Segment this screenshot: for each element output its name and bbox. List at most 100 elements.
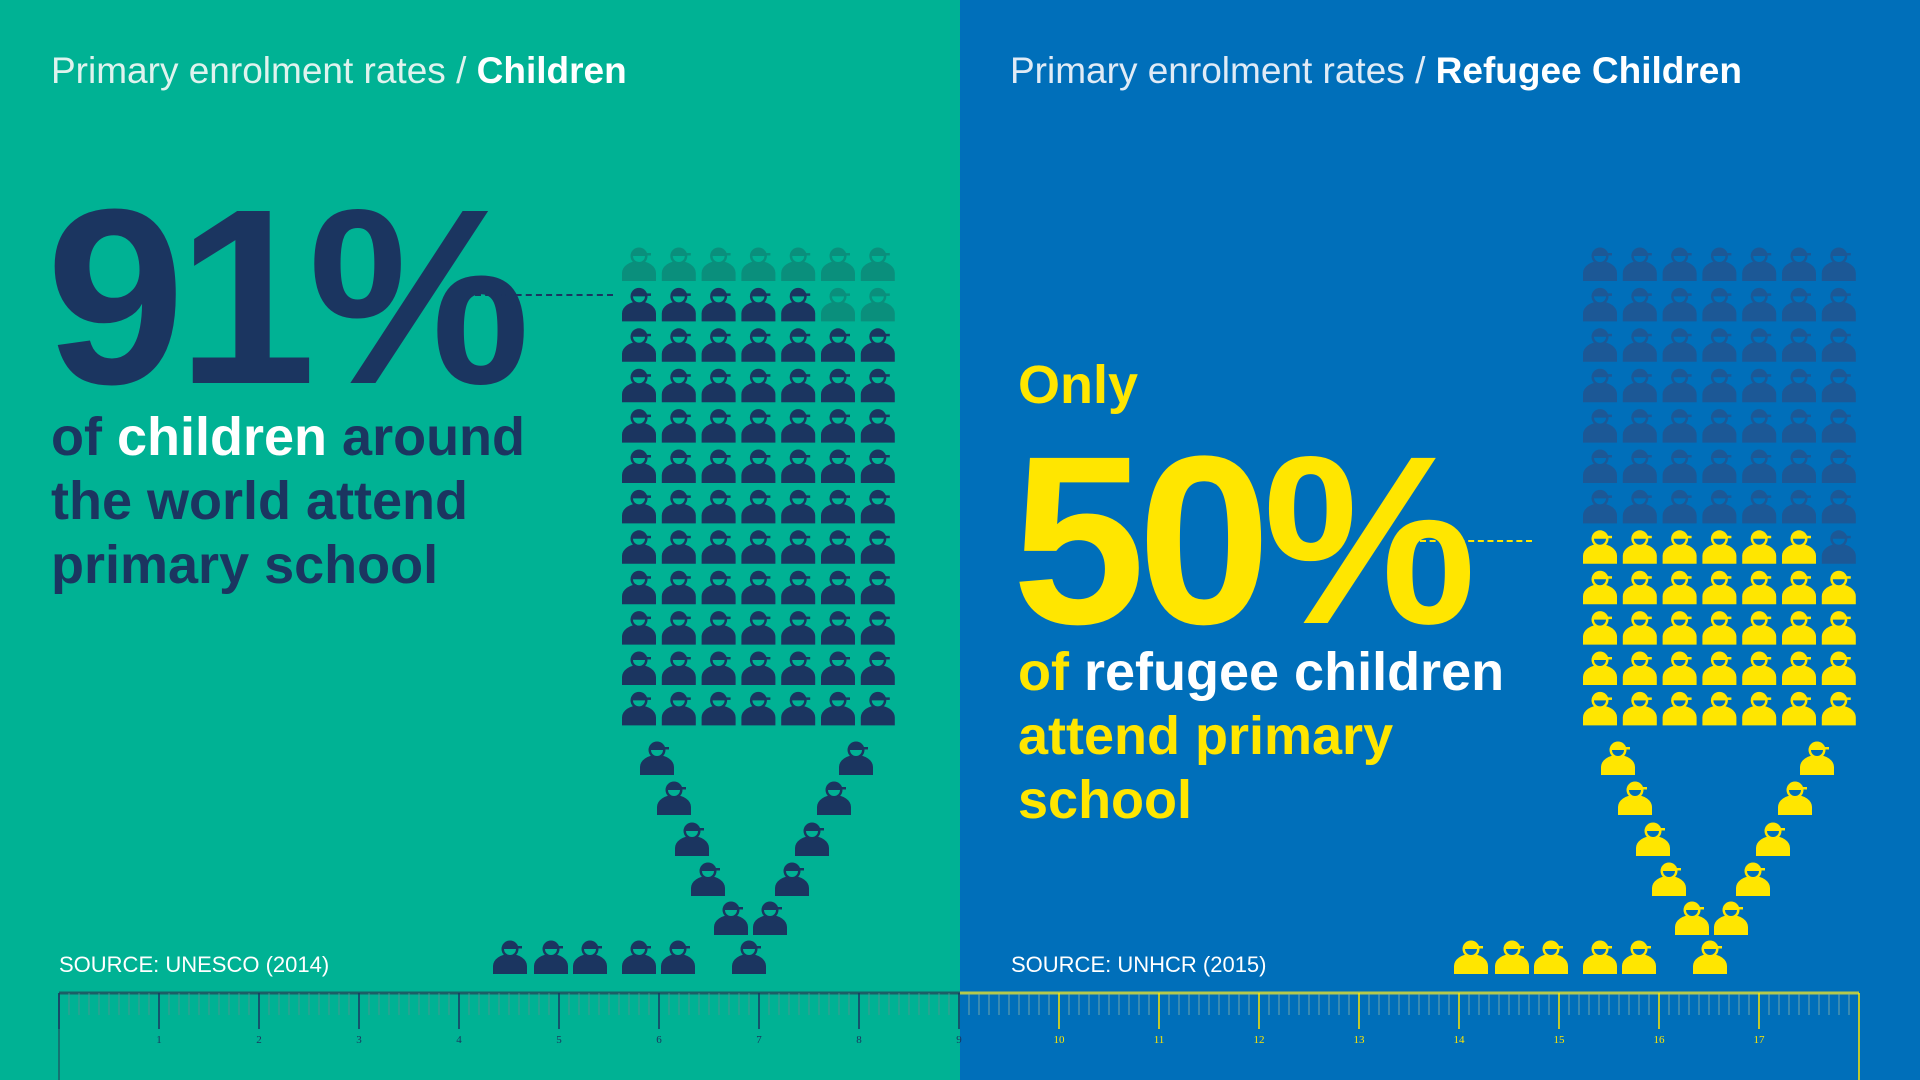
child-icon <box>1662 449 1697 483</box>
title-bold: Children <box>476 50 627 91</box>
child-icon <box>1583 691 1617 726</box>
panel-title: Primary enrolment rates / Children <box>51 50 627 92</box>
child-icon <box>860 409 895 443</box>
child-icon <box>1782 489 1816 524</box>
ruler-label: 9 <box>956 1034 962 1046</box>
child-icon <box>741 651 776 685</box>
child-icon <box>781 368 816 403</box>
child-icon <box>1622 651 1657 685</box>
child-icon <box>1702 530 1737 564</box>
child-icon <box>821 651 855 685</box>
child-icon <box>657 781 691 815</box>
child-icon <box>1821 651 1856 685</box>
child-icon <box>781 651 816 685</box>
child-icon <box>860 691 895 726</box>
child-icon <box>675 822 709 856</box>
child-icon <box>1821 287 1856 322</box>
child-icon <box>661 449 696 483</box>
ruler-label: 17 <box>1754 1034 1766 1046</box>
child-icon <box>701 449 736 483</box>
description: of children around the world attend prim… <box>51 405 525 597</box>
child-icon <box>1742 651 1777 685</box>
child-icon <box>1622 940 1656 974</box>
child-icon <box>753 901 787 935</box>
child-icon <box>701 530 736 564</box>
child-icon <box>1821 247 1856 281</box>
child-icon <box>493 940 527 974</box>
child-icon <box>622 328 656 362</box>
child-icon <box>1782 247 1816 281</box>
child-icon <box>1702 328 1737 362</box>
child-icon <box>860 328 895 362</box>
child-icon <box>860 449 895 483</box>
child-icon <box>1742 247 1777 281</box>
child-icon <box>1662 611 1697 645</box>
child-icon <box>661 409 696 443</box>
child-icon <box>1662 651 1697 685</box>
child-icon <box>775 862 809 896</box>
child-icon <box>1583 940 1617 974</box>
percent-figure: 91% <box>46 157 530 436</box>
child-icon <box>741 611 776 645</box>
ruler-label: 15 <box>1554 1034 1566 1046</box>
child-icon <box>821 611 855 645</box>
child-icon <box>821 691 855 726</box>
child-icon <box>781 530 816 564</box>
child-icon <box>1782 651 1816 685</box>
child-icon <box>1756 822 1790 856</box>
child-icon <box>1702 570 1737 605</box>
child-icon <box>817 781 851 815</box>
desc-highlight: children <box>116 407 328 467</box>
child-icon <box>1742 287 1777 322</box>
child-icon <box>1583 570 1617 605</box>
child-icon <box>1782 409 1816 443</box>
child-icon <box>1693 940 1727 974</box>
child-icon <box>661 570 696 605</box>
child-icon <box>1622 287 1657 322</box>
child-icon <box>1662 328 1697 362</box>
child-icon <box>781 570 816 605</box>
child-icon <box>1821 409 1856 443</box>
ruler-label: 1 <box>156 1034 162 1046</box>
child-icon <box>1821 449 1856 483</box>
child-icon <box>701 247 736 281</box>
child-icon <box>1782 611 1816 645</box>
child-icon <box>860 368 895 403</box>
child-icon <box>1622 368 1657 403</box>
child-icon <box>622 530 656 564</box>
child-icon <box>1622 328 1657 362</box>
child-icon <box>1782 328 1816 362</box>
ruler-label: 11 <box>1154 1034 1165 1046</box>
child-icon <box>661 247 696 281</box>
panel-title: Primary enrolment rates / Refugee Childr… <box>1010 50 1742 92</box>
child-icon <box>741 691 776 726</box>
child-icon <box>661 611 696 645</box>
child-icon <box>622 691 656 726</box>
child-icon <box>1652 862 1686 896</box>
source-label: SOURCE: UNESCO (2014) <box>59 952 330 977</box>
dashed-pointer <box>1420 540 1532 542</box>
child-icon <box>1821 570 1856 605</box>
child-icon <box>1821 691 1856 726</box>
child-icon <box>1742 489 1777 524</box>
child-icon <box>1622 449 1657 483</box>
child-icon <box>821 449 855 483</box>
child-icon <box>1583 328 1617 362</box>
child-icon <box>741 530 776 564</box>
child-icon <box>1662 530 1697 564</box>
child-icon <box>1742 409 1777 443</box>
child-icon <box>1662 489 1697 524</box>
child-icon <box>1782 368 1816 403</box>
description: of refugee children attend primary schoo… <box>1018 640 1504 832</box>
child-icon <box>821 489 855 524</box>
child-icon <box>1583 530 1617 564</box>
child-icon <box>1622 247 1657 281</box>
title-prefix: Primary enrolment rates / <box>1010 50 1436 91</box>
child-icon <box>1583 449 1617 483</box>
child-icon <box>1583 368 1617 403</box>
child-icon <box>1778 781 1812 815</box>
child-icon <box>1622 530 1657 564</box>
child-icon <box>1782 570 1816 605</box>
